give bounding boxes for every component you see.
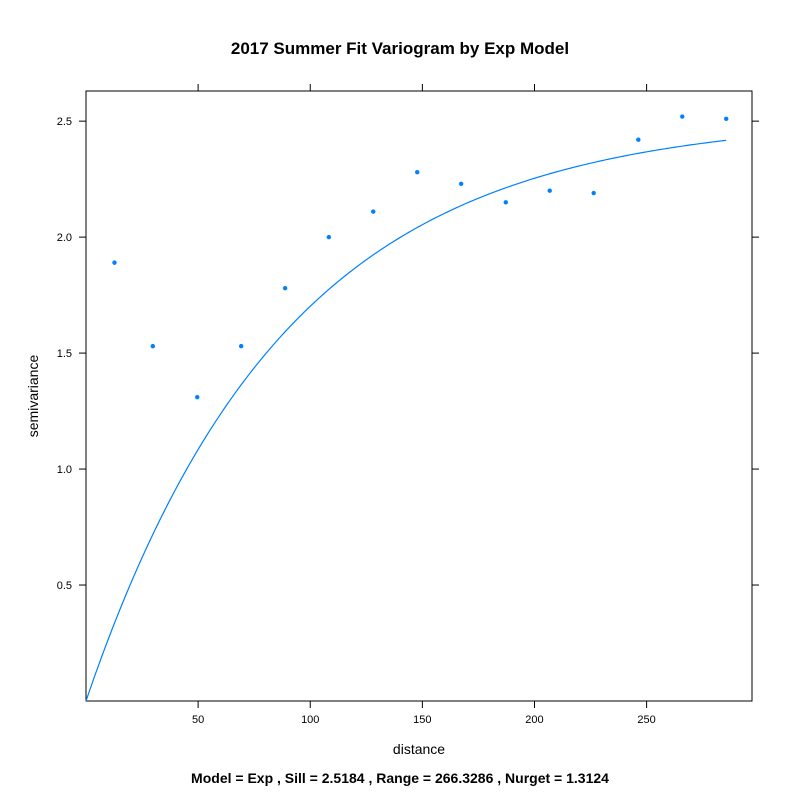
y-tick-label: 0.5	[57, 580, 72, 592]
x-tick-label: 150	[413, 714, 431, 726]
y-tick-label: 2.0	[57, 232, 72, 244]
data-point-8	[415, 169, 420, 175]
data-point-3	[195, 394, 200, 400]
x-tick-label: 50	[192, 714, 204, 726]
data-point-9	[458, 181, 464, 186]
x-axis-label: distance	[393, 741, 445, 757]
y-axis-ticks: 0.5 1.0 1.5 2.0 2.5	[57, 116, 759, 592]
data-point-1	[112, 260, 117, 265]
data-point-15	[724, 116, 729, 122]
data-point-14	[680, 114, 685, 119]
data-point-10	[503, 200, 508, 205]
x-tick-label: 250	[637, 714, 655, 726]
semivariance-points	[112, 114, 729, 400]
data-point-13	[636, 137, 641, 142]
data-point-7	[371, 209, 376, 214]
data-point-11	[547, 188, 552, 193]
x-tick-label: 200	[525, 714, 543, 726]
data-point-2	[150, 343, 156, 349]
y-tick-label: 1.0	[57, 464, 72, 476]
fitted-exp-model-curve	[85, 139, 727, 702]
data-point-12	[591, 190, 596, 196]
plot-frame	[85, 90, 753, 702]
y-axis-label: semivariance	[25, 355, 41, 438]
data-point-6	[326, 234, 332, 240]
model-caption: Model = Exp , Sill = 2.5184 , Range = 26…	[191, 770, 609, 786]
x-axis-ticks: 50 100 150 200 250	[192, 84, 656, 726]
y-tick-label: 1.5	[57, 348, 72, 360]
data-point-5	[282, 285, 288, 291]
data-point-4	[238, 343, 244, 349]
chart-title: 2017 Summer Fit Variogram by Exp Model	[231, 39, 569, 58]
x-tick-label: 100	[301, 714, 319, 726]
y-tick-label: 2.5	[57, 116, 72, 128]
